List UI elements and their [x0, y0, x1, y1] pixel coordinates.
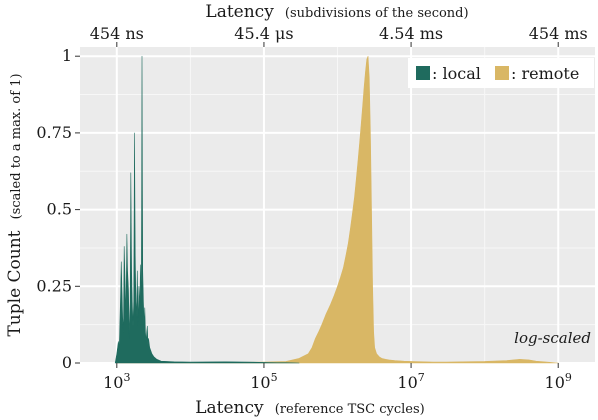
- legend-label-remote: : remote: [511, 64, 579, 83]
- y-axis-title-main: Tuple Count: [5, 230, 25, 336]
- top-axis-title: Latency (subdivisions of the second): [205, 2, 468, 22]
- y-tick-label-0: 0: [62, 353, 72, 372]
- legend-swatch-remote: [495, 66, 509, 80]
- y-tick-label-2: 0.5: [47, 200, 72, 219]
- y-tick-label-1: 0.25: [36, 276, 72, 295]
- top-axis-title-main: Latency: [205, 2, 274, 22]
- x-top-tick-label-2: 4.54 ms: [379, 24, 443, 43]
- x-top-tick-label-0: 454 ns: [90, 24, 144, 43]
- y-axis-title-sub: (scaled to a max. of 1): [9, 73, 24, 219]
- legend: : local : remote: [408, 58, 594, 88]
- x-bottom-tick-label-0: 103: [103, 371, 130, 392]
- legend-label-local: : local: [432, 64, 481, 83]
- bottom-axis-title-sub: (reference TSC cycles): [275, 402, 425, 417]
- x-bottom-tick-label-3: 109: [545, 371, 572, 392]
- top-axis-title-sub: (subdivisions of the second): [285, 6, 469, 21]
- series-layer: [114, 55, 559, 364]
- bottom-axis-title: Latency (reference TSC cycles): [195, 398, 425, 418]
- x-axis-top-ticks: 454 ns 45.4 μs 4.54 ms 454 ms: [90, 24, 588, 47]
- bottom-axis-title-main: Latency: [195, 398, 264, 418]
- x-axis-bottom-ticks: 103 105 107 109: [103, 363, 572, 392]
- y-axis-title: Tuple Count (scaled to a max. of 1): [5, 73, 25, 336]
- x-top-tick-label-1: 45.4 μs: [234, 24, 293, 43]
- log-scaled-annotation: log-scaled: [514, 329, 591, 347]
- series-area-local: [114, 55, 300, 364]
- y-tick-label-4: 1: [62, 46, 72, 65]
- x-bottom-tick-label-1: 105: [250, 371, 277, 392]
- series-area-remote: [116, 55, 559, 364]
- x-bottom-tick-label-2: 107: [397, 371, 424, 392]
- x-top-tick-label-3: 454 ms: [529, 24, 588, 43]
- legend-swatch-local: [416, 66, 430, 80]
- major-gridlines: [80, 47, 595, 364]
- y-tick-label-3: 0.75: [36, 123, 72, 142]
- y-axis-ticks: 0 0.25 0.5 0.75 1: [36, 46, 80, 372]
